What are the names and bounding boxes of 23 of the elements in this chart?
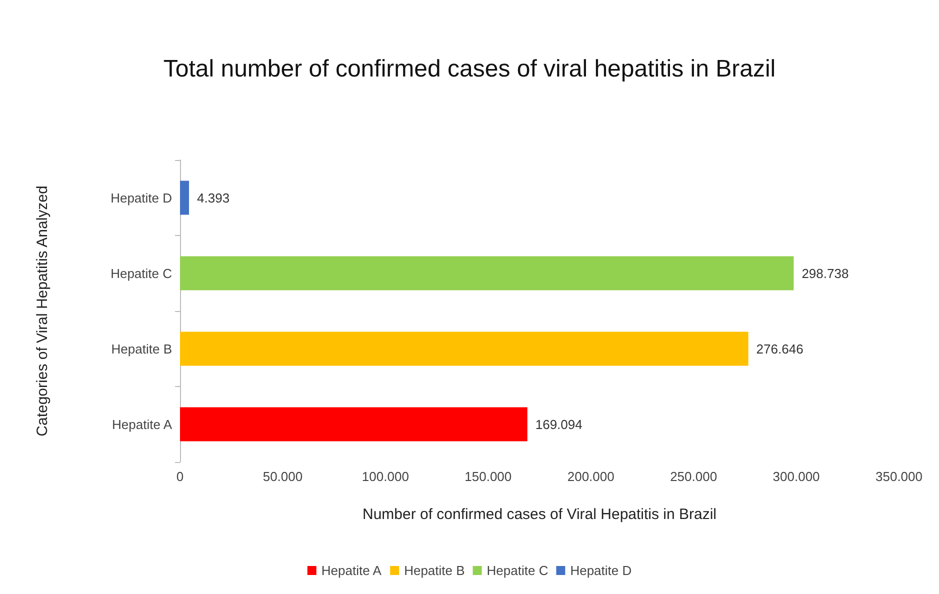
y-tick-label: Hepatite D xyxy=(110,190,172,206)
y-axis-title: Categories of Viral Hepatitis Analyzed xyxy=(34,186,51,436)
x-tick-label: 150.000 xyxy=(464,469,512,484)
x-tick-label: 250.000 xyxy=(670,469,718,484)
data-label: 298.738 xyxy=(802,266,849,281)
x-tick-label: 350.000 xyxy=(876,469,922,484)
data-label: 169.094 xyxy=(535,416,582,432)
x-axis-title: Number of confirmed cases of Viral Hepatitis in Brazil xyxy=(362,506,717,523)
y-tick-label: Hepatite A xyxy=(112,416,172,432)
x-tick-label: 0 xyxy=(176,469,184,484)
y-tick-label: Hepatite B xyxy=(111,341,172,356)
x-tick-label: 50.000 xyxy=(262,469,303,484)
chart-title: Total number of confirmed cases of viral hepatitis in Brazil xyxy=(163,56,776,82)
legend-label: Hepatite C xyxy=(486,563,548,578)
legend-label: Hepatite A xyxy=(321,563,382,578)
x-tick-label: 300.000 xyxy=(772,469,820,484)
legend-label: Hepatite B xyxy=(404,563,465,578)
x-tick-label: 200.000 xyxy=(567,469,614,484)
data-label: 4.393 xyxy=(197,190,230,206)
y-tick-label: Hepatite C xyxy=(110,266,172,281)
data-label: 276.646 xyxy=(756,341,804,356)
x-tick-label: 100.000 xyxy=(362,469,409,484)
legend-label: Hepatite D xyxy=(570,563,632,578)
